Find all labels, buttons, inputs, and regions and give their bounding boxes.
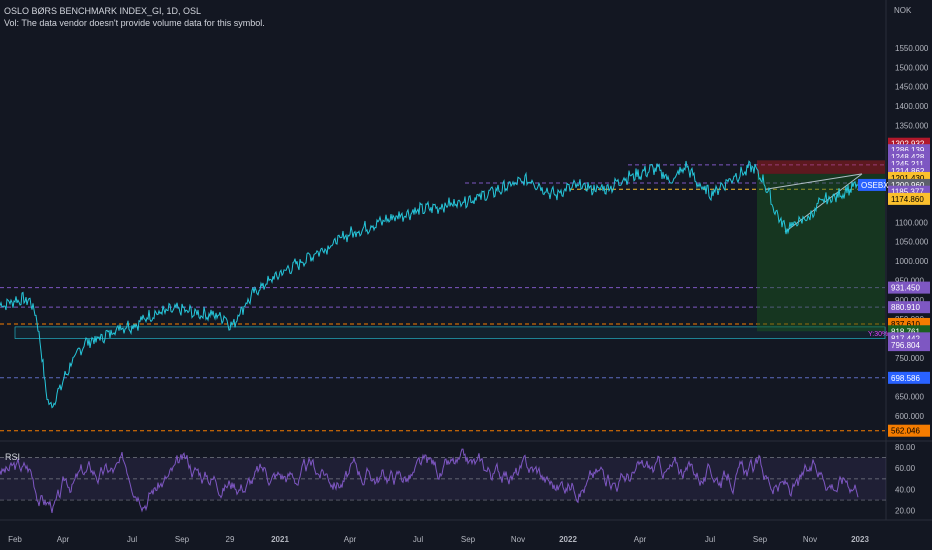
currency-label: NOK: [894, 6, 912, 15]
svg-text:818.761: 818.761: [891, 327, 920, 336]
y-tick-label: 1100.000: [895, 218, 928, 227]
price-label-badge: 880.910: [888, 301, 930, 314]
svg-text:1174.860: 1174.860: [891, 195, 924, 204]
rsi-tick-label: 20.00: [895, 507, 916, 516]
svg-text:1248.428: 1248.428: [891, 153, 925, 162]
chart-title: OSLO BØRS BENCHMARK INDEX_GI, 1D, OSL: [4, 6, 202, 16]
price-label-badge: 698.586: [888, 371, 930, 384]
price-labels: 1302.9321286.1391248.4281245.2111214.862…: [858, 137, 930, 437]
x-tick-label: Nov: [803, 535, 817, 544]
stop-zone: [757, 160, 885, 174]
x-tick-label: Nov: [511, 535, 525, 544]
x-tick-label: 29: [226, 535, 235, 544]
svg-text:817.442: 817.442: [891, 334, 920, 343]
svg-text:1245.211: 1245.211: [891, 160, 924, 169]
svg-text:562.046: 562.046: [891, 427, 920, 436]
svg-text:1201.430: 1201.430: [891, 174, 925, 183]
x-tick-label: 2023: [851, 535, 869, 544]
y-tick-label: 600.000: [895, 412, 924, 421]
price-label-badge: 931.450: [888, 281, 930, 294]
svg-text:880.910: 880.910: [891, 303, 920, 312]
rsi-pane: 80.00 60.00 40.00 20.00: [0, 443, 916, 516]
rsi-tick-label: 80.00: [895, 443, 916, 452]
rsi-tick-label: 40.00: [895, 485, 916, 494]
svg-text:931.450: 931.450: [891, 284, 920, 293]
y-tick-label: 650.000: [895, 393, 924, 402]
y-tick-label: 900.000: [895, 296, 924, 305]
y-tick-label: 1400.000: [895, 102, 929, 111]
support-zone: [14, 326, 886, 339]
x-tick-label: Jul: [413, 535, 423, 544]
x-tick-label: 2022: [559, 535, 577, 544]
y-tick-label: 1500.000: [895, 63, 929, 72]
svg-text:1200.960: 1200.960: [891, 181, 925, 190]
svg-text:1302.932: 1302.932: [891, 140, 925, 149]
x-tick-label: Jul: [705, 535, 715, 544]
x-tick-label: Sep: [461, 535, 476, 544]
volume-note: Vol: The data vendor doesn't provide vol…: [4, 18, 265, 28]
time-axis[interactable]: Feb Apr Jul Sep 29 2021 Apr Jul Sep Nov 2022 Apr Jul…: [8, 535, 869, 544]
x-tick-label: Jul: [127, 535, 137, 544]
y-tick-label: 750.000: [895, 354, 924, 363]
x-tick-label: Sep: [175, 535, 190, 544]
y-tick-label: 1050.000: [895, 238, 929, 247]
x-tick-label: Apr: [57, 535, 70, 544]
price-series: [0, 160, 859, 409]
svg-text:698.586: 698.586: [891, 374, 920, 383]
x-tick-label: Apr: [634, 535, 647, 544]
price-label-badge: 796.804: [888, 339, 930, 352]
target-zone: [757, 173, 885, 332]
x-tick-label: 2021: [271, 535, 289, 544]
x-tick-label: Sep: [753, 535, 768, 544]
x-tick-label: Apr: [344, 535, 357, 544]
svg-text:OSEBX: OSEBX: [861, 181, 889, 190]
svg-text:1185.377: 1185.377: [891, 188, 924, 197]
wedge-top-line: [764, 173, 863, 190]
price-line: [0, 160, 859, 409]
price-label-badge: 562.046: [888, 424, 930, 437]
svg-text:796.804: 796.804: [891, 341, 920, 350]
x-tick-label: Feb: [8, 535, 22, 544]
rsi-label: RSI: [5, 452, 21, 462]
y-tick-label: 1350.000: [895, 121, 929, 130]
rsi-tick-label: 60.00: [895, 464, 916, 473]
y-tick-label: 1450.000: [895, 83, 929, 92]
ticker-badge: OSEBX: [858, 178, 889, 191]
svg-text:1286.139: 1286.139: [891, 146, 925, 155]
annotation-label: Y:30%: [868, 331, 889, 338]
rsi-line: [0, 448, 859, 513]
risk-reward-box: [757, 160, 885, 332]
svg-text:1214.862: 1214.862: [891, 167, 925, 176]
y-tick-label: 950.000: [895, 276, 924, 285]
price-label-badge: 1174.860: [888, 192, 930, 205]
y-tick-label: 1550.000: [895, 44, 929, 53]
y-tick-label: 1000.000: [895, 257, 929, 266]
horizontal-levels: [0, 164, 886, 432]
svg-text:837.610: 837.610: [891, 320, 920, 329]
